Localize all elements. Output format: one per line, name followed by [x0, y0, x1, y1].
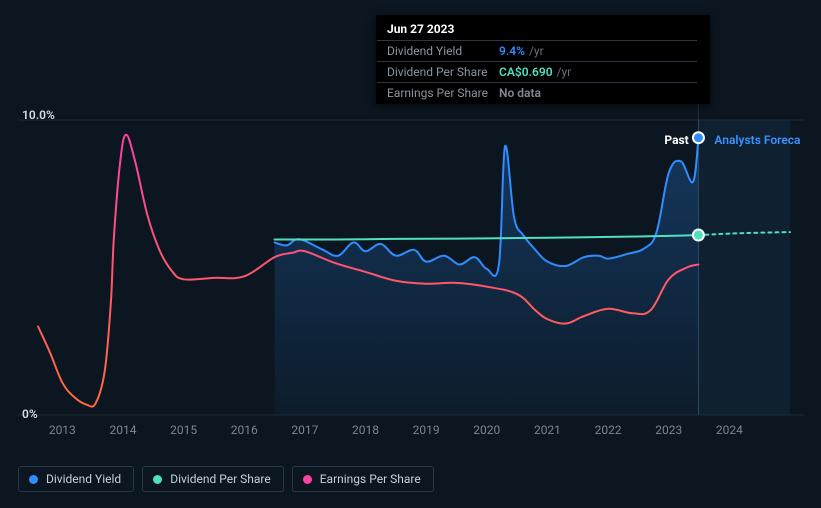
- legend-swatch-icon: [303, 475, 312, 484]
- legend-label: Dividend Yield: [46, 472, 121, 486]
- legend-item-earnings-per-share[interactable]: Earnings Per Share: [292, 466, 434, 492]
- legend-swatch-icon: [29, 475, 38, 484]
- legend-label: Earnings Per Share: [320, 472, 421, 486]
- legend-item-dividend-yield[interactable]: Dividend Yield: [18, 466, 134, 492]
- legend-label: Dividend Per Share: [170, 472, 271, 486]
- hover-tooltip: Jun 27 2023 Dividend Yield9.4% /yrDivide…: [376, 15, 710, 104]
- tooltip-row: Earnings Per ShareNo data: [377, 82, 697, 103]
- legend-swatch-icon: [153, 475, 162, 484]
- yaxis-min-label: 0%: [22, 407, 38, 421]
- tooltip-date: Jun 27 2023: [377, 16, 709, 40]
- legend: Dividend Yield Dividend Per Share Earnin…: [18, 466, 434, 492]
- past-label: Past: [664, 133, 688, 147]
- chart-stage: 10.0% 0% 2013201420152016201720182019202…: [0, 0, 821, 508]
- forecast-label: Analysts Foreca: [714, 133, 800, 147]
- tooltip-row: Dividend Yield9.4% /yr: [377, 40, 697, 61]
- yaxis-max-label: 10.0%: [22, 108, 55, 122]
- legend-item-dividend-per-share[interactable]: Dividend Per Share: [142, 466, 284, 492]
- tooltip-row: Dividend Per ShareCA$0.690 /yr: [377, 61, 697, 82]
